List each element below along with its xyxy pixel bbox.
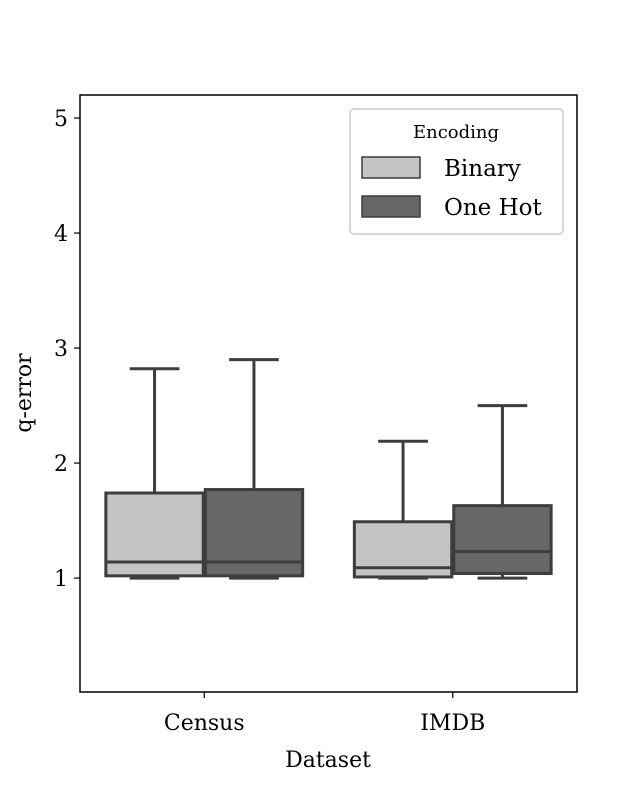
box-iqr xyxy=(452,504,553,576)
legend-swatch xyxy=(361,195,421,218)
legend-label: Binary xyxy=(444,156,521,182)
y-axis: 1 2 3 4 5 xyxy=(54,107,80,592)
x-axis-label: Dataset xyxy=(285,748,371,773)
box-census-binary xyxy=(104,367,205,580)
legend-title: Encoding xyxy=(413,122,499,143)
legend-label: One Hot xyxy=(444,195,542,221)
plot-frame xyxy=(79,94,578,693)
legend-swatch xyxy=(361,156,421,179)
x-axis: Census IMDB xyxy=(164,692,485,736)
box-census-one-hot xyxy=(203,358,305,580)
y-tick-label: 4 xyxy=(54,222,68,247)
x-tick-label: IMDB xyxy=(420,711,485,736)
y-tick-label: 3 xyxy=(54,337,68,362)
box-imdb-one-hot xyxy=(452,404,553,580)
plot-marks xyxy=(104,358,553,580)
y-tick-label: 2 xyxy=(54,452,68,477)
y-tick-label: 5 xyxy=(54,107,68,132)
legend: Encoding Binary One Hot xyxy=(349,108,564,235)
x-tick-label: Census xyxy=(164,711,245,736)
box-imdb-binary xyxy=(352,439,454,580)
y-tick-label: 1 xyxy=(54,567,68,592)
y-axis-label: q-error xyxy=(12,353,37,433)
